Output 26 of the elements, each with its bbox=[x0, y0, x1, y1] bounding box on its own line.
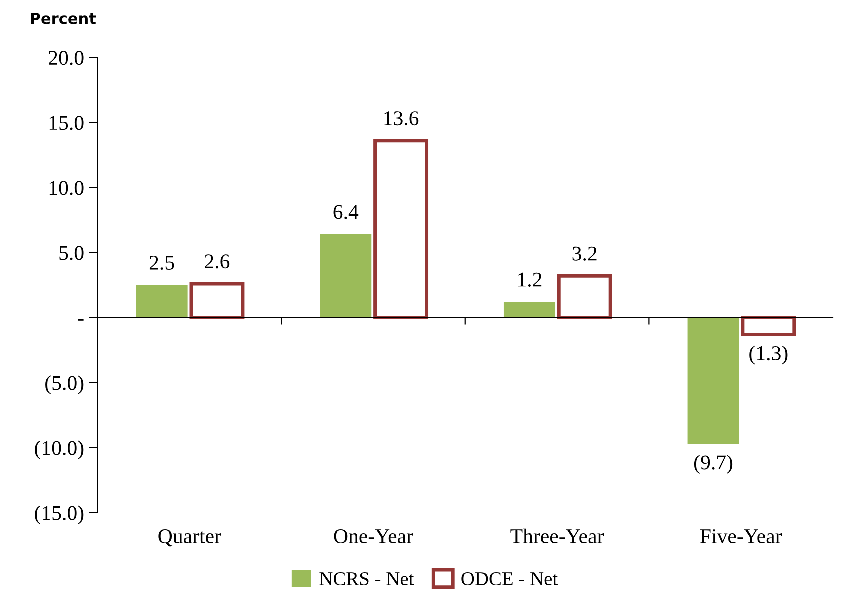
x-tick-label: Five-Year bbox=[700, 530, 782, 544]
y-axis-title: Percent bbox=[31, 13, 96, 24]
data-label: 2.6 bbox=[205, 254, 230, 269]
data-label: 2.5 bbox=[150, 256, 174, 270]
legend-label: NCRS - Net bbox=[320, 572, 414, 586]
y-tick-label: 5.0 bbox=[60, 246, 84, 260]
data-label: (1.3) bbox=[750, 346, 788, 365]
bar bbox=[320, 234, 372, 318]
bar bbox=[136, 285, 188, 318]
data-label: (9.7) bbox=[694, 455, 733, 474]
bar bbox=[504, 302, 556, 318]
data-label: 6.4 bbox=[334, 205, 359, 220]
y-tick-label: (15.0) bbox=[35, 506, 84, 525]
data-label: 3.2 bbox=[572, 246, 597, 261]
y-tick-label: (10.0) bbox=[35, 440, 84, 460]
data-label: 13.6 bbox=[384, 112, 419, 126]
y-tick-label: - bbox=[78, 319, 84, 321]
y-tick-label: 10.0 bbox=[50, 181, 84, 196]
y-tick-label: 15.0 bbox=[50, 116, 84, 130]
data-label: 1.2 bbox=[518, 272, 542, 287]
legend-label: ODCE - Net bbox=[462, 572, 558, 586]
y-tick-label: (5.0) bbox=[46, 376, 84, 395]
x-tick-label: Three-Year bbox=[510, 528, 604, 544]
x-tick-label: Quarter bbox=[158, 530, 222, 547]
y-tick-label: 20.0 bbox=[49, 51, 84, 66]
x-tick-label: One-Year bbox=[334, 530, 414, 544]
